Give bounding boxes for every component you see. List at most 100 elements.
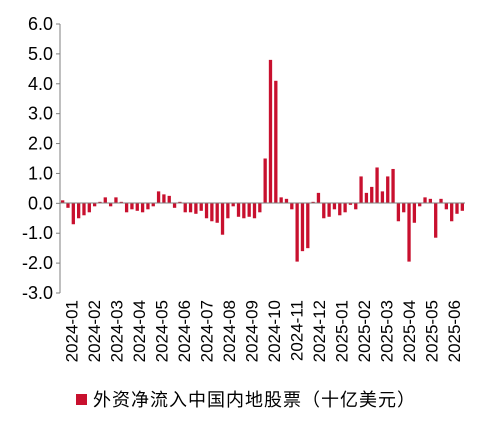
x-tick-label: 2025-02 <box>355 300 374 362</box>
bar <box>167 195 171 204</box>
y-tick-label: 4.0 <box>28 74 53 94</box>
bar <box>444 203 448 210</box>
bar <box>124 203 129 213</box>
bar <box>140 203 145 213</box>
y-tick-label: 5.0 <box>28 44 53 64</box>
bar <box>108 203 113 207</box>
x-tick-label: 2024-04 <box>130 300 149 362</box>
x-tick-label: 2025-04 <box>400 300 419 362</box>
bar <box>396 203 401 222</box>
bar <box>450 203 454 222</box>
legend: 外资净流入中国内地股票（十亿美元） <box>76 386 416 412</box>
y-tick-label: -1.0 <box>22 223 53 243</box>
x-tick-label: 2024-12 <box>310 300 329 362</box>
bar <box>236 203 241 217</box>
bar <box>407 203 411 262</box>
x-tick-label: 2025-03 <box>377 300 396 362</box>
plot-area <box>61 59 464 262</box>
legend-label: 外资净流入中国内地股票（十亿美元） <box>93 390 416 411</box>
bar <box>434 203 438 238</box>
bar <box>348 203 353 205</box>
bar <box>66 203 70 208</box>
bar <box>258 203 262 213</box>
bar <box>327 203 331 217</box>
bar <box>71 203 75 225</box>
bar <box>114 197 118 204</box>
bar <box>247 203 251 217</box>
bar <box>370 186 374 204</box>
bar <box>156 191 161 204</box>
bar <box>300 203 305 252</box>
bar <box>332 203 337 210</box>
bar <box>87 203 91 213</box>
bar <box>386 176 390 204</box>
bar <box>380 191 385 204</box>
bar <box>103 197 107 204</box>
bar <box>306 203 310 249</box>
bar <box>252 203 257 219</box>
bar <box>274 80 278 204</box>
bar <box>77 203 81 219</box>
bar <box>322 203 326 219</box>
y-tick-label: 0.0 <box>28 193 53 213</box>
x-tick-label: 2024-09 <box>242 300 261 362</box>
bar <box>130 203 134 210</box>
y-tick-label: 3.0 <box>28 104 53 124</box>
bar <box>226 203 230 219</box>
bar <box>92 203 97 207</box>
x-tick-label: 2025-06 <box>445 300 464 362</box>
bar <box>338 203 342 216</box>
bar <box>423 197 427 204</box>
x-tick-label: 2024-07 <box>197 300 216 362</box>
bar <box>220 203 225 235</box>
x-axis-ticks: 2024-01 2024-02 2024-03 2024-04 2024-05 2024-… <box>62 300 464 362</box>
bar <box>151 203 155 207</box>
bar <box>204 203 209 219</box>
bar <box>82 203 86 216</box>
y-tick-label: 1.0 <box>28 163 53 183</box>
x-tick-label: 2025-01 <box>332 300 351 362</box>
bar <box>295 203 299 262</box>
y-tick-label: -3.0 <box>22 283 53 303</box>
bar <box>172 203 177 208</box>
y-tick-label: 6.0 <box>28 14 53 34</box>
y-tick-label: -2.0 <box>22 253 53 273</box>
bar <box>354 203 358 210</box>
x-tick-label: 2025-05 <box>422 300 441 362</box>
bar <box>162 194 166 204</box>
x-tick-label: 2024-08 <box>220 300 239 362</box>
bar <box>412 203 417 223</box>
x-tick-label: 2024-11 <box>287 300 306 361</box>
x-tick-label: 2024-01 <box>62 300 81 362</box>
bar <box>263 158 267 204</box>
bar <box>455 203 459 214</box>
legend-swatch <box>76 393 87 405</box>
bar <box>284 198 289 204</box>
bar <box>146 203 150 210</box>
bar <box>135 203 139 211</box>
y-tick-label: 2.0 <box>28 134 53 154</box>
bar <box>242 203 246 219</box>
bar <box>215 203 219 223</box>
x-tick-label: 2024-10 <box>265 300 284 362</box>
bar <box>391 168 395 204</box>
bar <box>183 203 187 213</box>
bar <box>61 200 65 204</box>
bar <box>194 203 198 214</box>
bar <box>375 167 379 204</box>
bar <box>188 203 193 213</box>
bar <box>268 59 273 204</box>
bar <box>460 203 464 211</box>
bar <box>364 192 369 204</box>
bar <box>428 198 433 204</box>
bar <box>418 203 422 207</box>
x-tick-label: 2024-03 <box>107 300 126 362</box>
bar <box>316 192 321 204</box>
bar <box>402 203 406 213</box>
bar <box>210 203 214 222</box>
y-axis-ticks: 6.0 5.0 4.0 3.0 2.0 1.0 0.0 -1.0 -2.0 -3.0 <box>22 14 60 303</box>
x-tick-label: 2024-05 <box>152 300 171 362</box>
x-tick-label: 2024-02 <box>85 300 104 362</box>
bar <box>199 203 203 211</box>
